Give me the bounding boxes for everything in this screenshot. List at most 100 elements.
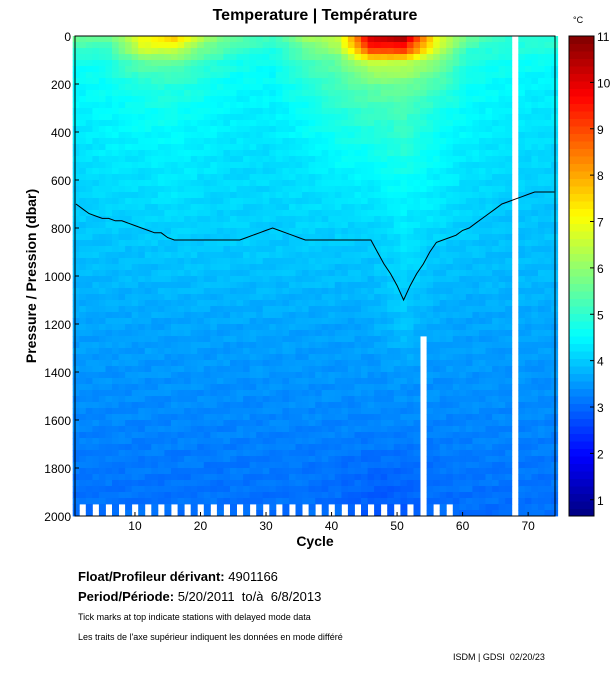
heatmap-cell xyxy=(387,222,395,229)
heatmap-cell xyxy=(79,384,87,391)
heatmap-cell xyxy=(380,90,388,97)
heatmap-cell xyxy=(367,228,375,235)
heatmap-cell xyxy=(393,228,401,235)
heatmap-cell xyxy=(197,66,205,73)
heatmap-cell xyxy=(334,336,342,343)
heatmap-cell xyxy=(151,426,159,433)
heatmap-cell xyxy=(243,462,251,469)
heatmap-cell xyxy=(184,132,192,139)
heatmap-cell xyxy=(98,408,106,415)
heatmap-cell xyxy=(151,450,159,457)
heatmap-cell xyxy=(439,414,447,421)
heatmap-cell xyxy=(118,168,126,175)
heatmap-cell xyxy=(230,474,237,481)
heatmap-cell xyxy=(347,204,355,211)
heatmap-cell xyxy=(125,186,133,193)
heatmap-cell xyxy=(118,258,126,265)
heatmap-cell xyxy=(472,96,480,103)
heatmap-cell xyxy=(85,180,93,187)
heatmap-cell xyxy=(302,270,310,277)
heatmap-cell xyxy=(223,288,231,295)
heatmap-cell xyxy=(465,396,473,403)
heatmap-cell xyxy=(190,72,198,79)
heatmap-cell xyxy=(413,288,421,295)
heatmap-cell xyxy=(157,318,165,325)
heatmap-cell xyxy=(459,252,467,259)
heatmap-cell xyxy=(216,408,224,415)
heatmap-cell xyxy=(138,90,146,97)
heatmap-cell xyxy=(393,492,401,499)
heatmap-cell xyxy=(289,228,296,235)
heatmap-cell xyxy=(315,240,323,247)
heatmap-cell xyxy=(138,366,146,373)
heatmap-cell xyxy=(420,66,427,73)
heatmap-cell xyxy=(341,348,349,355)
heatmap-cell xyxy=(380,498,388,505)
heatmap-cell xyxy=(236,246,244,253)
heatmap-cell xyxy=(171,360,178,367)
heatmap-cell xyxy=(236,438,244,445)
heatmap-cell xyxy=(72,402,80,409)
heatmap-cell xyxy=(151,360,159,367)
heatmap-cell xyxy=(98,72,106,79)
heatmap-cell xyxy=(439,282,447,289)
heatmap-cell xyxy=(380,228,388,235)
heatmap-cell xyxy=(105,162,113,169)
heatmap-cell xyxy=(302,168,310,175)
heatmap-cell xyxy=(452,90,460,97)
heatmap-cell xyxy=(125,174,133,181)
heatmap-cell xyxy=(197,324,205,331)
heatmap-cell xyxy=(334,438,342,445)
heatmap-cell xyxy=(347,126,355,133)
heatmap-cell xyxy=(472,120,480,127)
heatmap-cell xyxy=(203,372,211,379)
heatmap-cell xyxy=(295,348,303,355)
heatmap-cell xyxy=(452,198,460,205)
heatmap-cell xyxy=(413,54,421,61)
heatmap-cell xyxy=(361,438,368,445)
heatmap-cell xyxy=(236,462,244,469)
heatmap-cell xyxy=(164,492,172,499)
heatmap-cell xyxy=(223,420,231,427)
heatmap-cell xyxy=(459,42,467,49)
heatmap-cell xyxy=(256,276,264,283)
heatmap-cell xyxy=(321,252,329,259)
heatmap-cell xyxy=(374,456,382,463)
heatmap-cell xyxy=(485,96,493,103)
heatmap-cell xyxy=(171,288,178,295)
heatmap-cell xyxy=(465,138,473,145)
heatmap-cell xyxy=(393,288,401,295)
heatmap-cell xyxy=(347,354,355,361)
heatmap-cell xyxy=(400,390,408,397)
heatmap-cell xyxy=(328,408,336,415)
heatmap-cell xyxy=(400,42,408,49)
heatmap-cell xyxy=(439,132,447,139)
heatmap-cell xyxy=(151,246,159,253)
heatmap-cell xyxy=(433,384,441,391)
heatmap-cell xyxy=(190,510,198,517)
heatmap-cell xyxy=(243,156,251,163)
heatmap-cell xyxy=(380,132,388,139)
heatmap-cell xyxy=(328,186,336,193)
heatmap-cell xyxy=(203,300,211,307)
heatmap-cell xyxy=(210,462,218,469)
heatmap-cell xyxy=(295,282,303,289)
heatmap-cell xyxy=(171,474,178,481)
heatmap-cell xyxy=(112,246,119,253)
heatmap-cell xyxy=(485,54,493,61)
heatmap-cell xyxy=(223,462,231,469)
heatmap-cell xyxy=(439,462,447,469)
heatmap-cell xyxy=(459,228,467,235)
heatmap-cell xyxy=(216,396,224,403)
heatmap-cell xyxy=(334,492,342,499)
heatmap-cell xyxy=(308,60,316,67)
heatmap-cell xyxy=(308,198,316,205)
heatmap-cell xyxy=(151,420,159,427)
heatmap-cell xyxy=(171,222,178,229)
heatmap-cell xyxy=(465,192,473,199)
heatmap-cell xyxy=(223,336,231,343)
heatmap-cell xyxy=(151,216,159,223)
heatmap-cell xyxy=(164,48,172,55)
heatmap-cell xyxy=(230,66,237,73)
heatmap-cell xyxy=(184,270,192,277)
